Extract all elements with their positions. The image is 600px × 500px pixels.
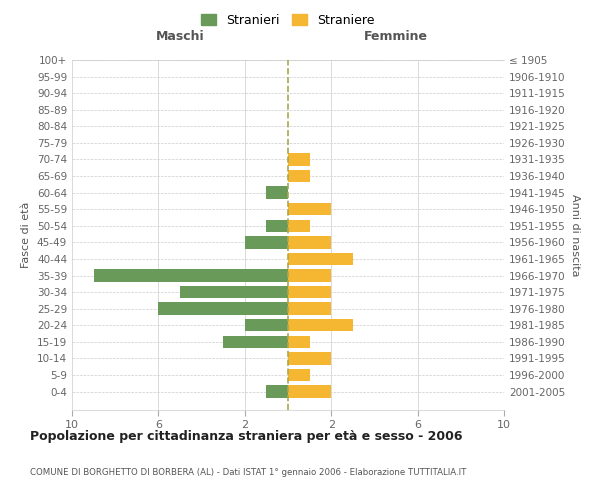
Bar (288, 336, 310, 348)
Bar (288, 270, 331, 281)
Bar (288, 369, 310, 381)
Text: Maschi: Maschi (155, 30, 205, 44)
Bar (288, 386, 331, 398)
Bar (288, 203, 331, 215)
Text: COMUNE DI BORGHETTO DI BORBERA (AL) - Dati ISTAT 1° gennaio 2006 - Elaborazione : COMUNE DI BORGHETTO DI BORBERA (AL) - Da… (30, 468, 466, 477)
Bar (223, 336, 288, 348)
Y-axis label: Anni di nascita: Anni di nascita (569, 194, 580, 276)
Bar (158, 302, 288, 315)
Text: Femmine: Femmine (364, 30, 428, 44)
Bar (288, 220, 310, 232)
Bar (94, 270, 288, 281)
Bar (180, 286, 288, 298)
Bar (288, 170, 310, 182)
Bar (288, 154, 310, 166)
Text: Popolazione per cittadinanza straniera per età e sesso - 2006: Popolazione per cittadinanza straniera p… (30, 430, 463, 443)
Bar (288, 352, 331, 364)
Y-axis label: Fasce di età: Fasce di età (22, 202, 31, 268)
Bar (288, 302, 331, 315)
Bar (266, 386, 288, 398)
Bar (288, 252, 353, 265)
Bar (288, 236, 331, 248)
Bar (288, 319, 353, 332)
Bar (245, 319, 288, 332)
Legend: Stranieri, Straniere: Stranieri, Straniere (196, 8, 380, 32)
Bar (245, 236, 288, 248)
Bar (288, 286, 331, 298)
Bar (266, 186, 288, 199)
Bar (266, 220, 288, 232)
